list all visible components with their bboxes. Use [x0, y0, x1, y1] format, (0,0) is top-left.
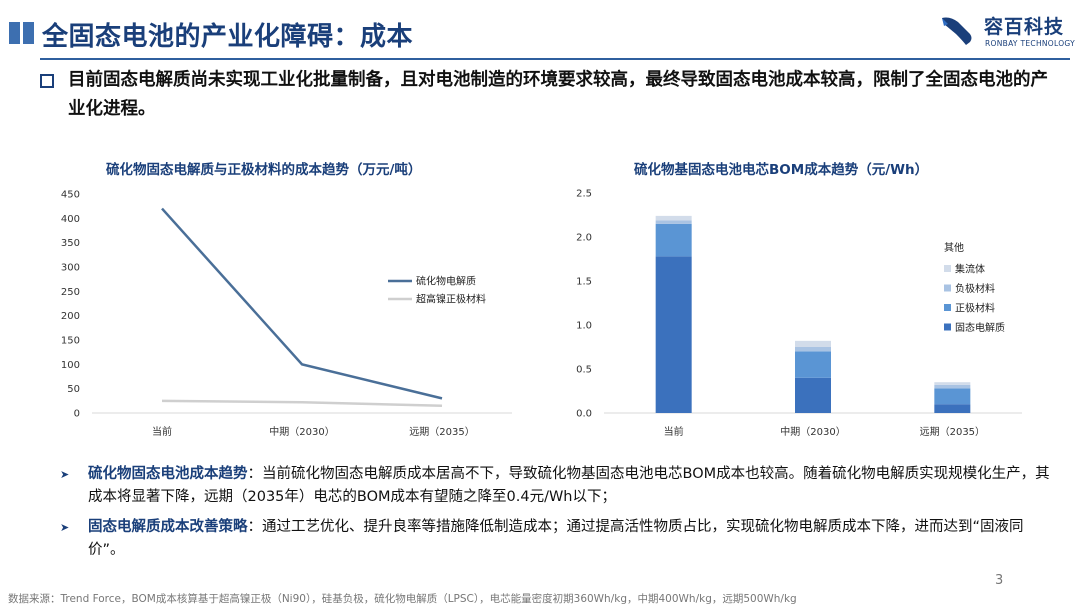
bom-cost-bar-chart: 0.0 0.5 1.0 1.5 2.0 2.5 当前 中期（2030） 远期（2035） 其他集流… — [576, 189, 1022, 438]
source-footnote: 数据来源：Trend Force，BOM成本核算基于超高镍正极（Ni90），硅基… — [8, 593, 797, 605]
y-tick-label: 100 — [61, 360, 80, 371]
header-decor-block — [9, 22, 20, 44]
legend-swatch — [944, 265, 951, 272]
y-tick-label: 2.0 — [576, 233, 592, 244]
y-tick-label: 0 — [74, 409, 80, 420]
y-tick-label: 0.5 — [576, 365, 592, 376]
bar-segment — [655, 220, 692, 224]
y-tick-label: 150 — [61, 336, 80, 347]
y-tick-label: 2.5 — [576, 189, 592, 200]
legend-title: 其他 — [944, 241, 964, 254]
note-item: ➤ 硫化物固态电池成本趋势：当前硫化物固态电解质成本居高不下，导致硫化物基固态电… — [60, 463, 1054, 509]
series-line — [161, 399, 443, 407]
company-logo: 容百科技 RONBAY TECHNOLOGY — [940, 10, 1075, 54]
legend-swatch — [944, 323, 951, 331]
bar-segment — [795, 351, 831, 378]
y-tick-label: 0.0 — [576, 409, 592, 420]
note-item: ➤ 固态电解质成本改善策略：通过工艺优化、提升良率等措施降低制造成本；通过提高活… — [60, 516, 1054, 562]
line-chart-title: 硫化物固态电解质与正极材料的成本趋势（万元/吨） — [106, 162, 422, 178]
logo-mark-icon — [942, 17, 972, 45]
bar-segment — [795, 377, 831, 413]
bullet-square-icon — [40, 74, 54, 88]
bar-segment — [795, 340, 831, 347]
x-tick-label: 远期（2035） — [920, 426, 985, 438]
arrow-right-icon: ➤ — [60, 468, 70, 481]
legend-label: 超高镍正极材料 — [416, 293, 486, 306]
cost-trend-line-chart: 0 50 100 150 200 250 300 350 400 450 当前 中期（2030） 远期（… — [61, 190, 512, 438]
x-tick-label: 中期（2030） — [780, 425, 845, 438]
bar-chart-title: 硫化物基固态电池电芯BOM成本趋势（元/Wh） — [634, 162, 929, 178]
note-label: 硫化物固态电池成本趋势 — [88, 466, 248, 482]
lead-text: 目前固态电解质尚未实现工业化批量制备，且对电池制造的环境要求较高，最终导致固态电… — [68, 70, 1048, 119]
x-tick-label: 当前 — [152, 425, 172, 438]
logo-name-en: RONBAY TECHNOLOGY — [985, 39, 1076, 48]
page-number: 3 — [995, 573, 1004, 588]
y-tick-label: 350 — [61, 238, 80, 249]
note-label: 固态电解质成本改善策略 — [88, 519, 248, 535]
bar-segment — [934, 382, 971, 385]
bar-segment — [655, 215, 692, 221]
x-tick-label: 中期（2030） — [269, 425, 334, 438]
y-tick-label: 400 — [61, 214, 80, 225]
header-decor-block — [23, 22, 34, 44]
series-line — [161, 207, 443, 400]
legend-label: 硫化物电解质 — [416, 275, 476, 288]
legend-label: 正极材料 — [955, 302, 995, 315]
legend-label: 集流体 — [955, 263, 985, 276]
note-text: ：当前硫化物固态电解质成本居高不下，导致硫化物基固态电池电芯BOM成本也较高。随… — [88, 466, 1050, 505]
x-tick-label: 当前 — [664, 425, 684, 438]
y-tick-label: 1.5 — [576, 277, 592, 288]
bar-segment — [795, 347, 831, 352]
bar-segment — [655, 256, 692, 413]
bar-segment — [934, 388, 971, 405]
legend-label: 负极材料 — [955, 282, 995, 295]
y-tick-label: 50 — [67, 384, 80, 395]
note-text: ：通过工艺优化、提升良率等措施降低制造成本；通过提高活性物质占比，实现硫化物电解… — [88, 519, 1024, 558]
legend-swatch — [944, 284, 951, 292]
bar-segment — [655, 223, 692, 257]
legend-swatch — [944, 304, 951, 311]
page-title: 全固态电池的产业化障碍：成本 — [42, 22, 414, 52]
y-tick-label: 450 — [61, 190, 80, 201]
logo-name-cn: 容百科技 — [984, 16, 1065, 38]
bar-segment — [934, 384, 971, 389]
arrow-right-icon: ➤ — [60, 521, 70, 534]
header-divider — [40, 58, 1070, 60]
y-tick-label: 200 — [61, 311, 80, 322]
y-tick-label: 300 — [61, 263, 80, 274]
y-tick-label: 250 — [61, 287, 80, 298]
x-tick-label: 远期（2035） — [409, 426, 474, 438]
bar-segment — [934, 404, 971, 413]
legend-label: 固态电解质 — [955, 321, 1005, 334]
y-tick-label: 1.0 — [576, 321, 592, 332]
